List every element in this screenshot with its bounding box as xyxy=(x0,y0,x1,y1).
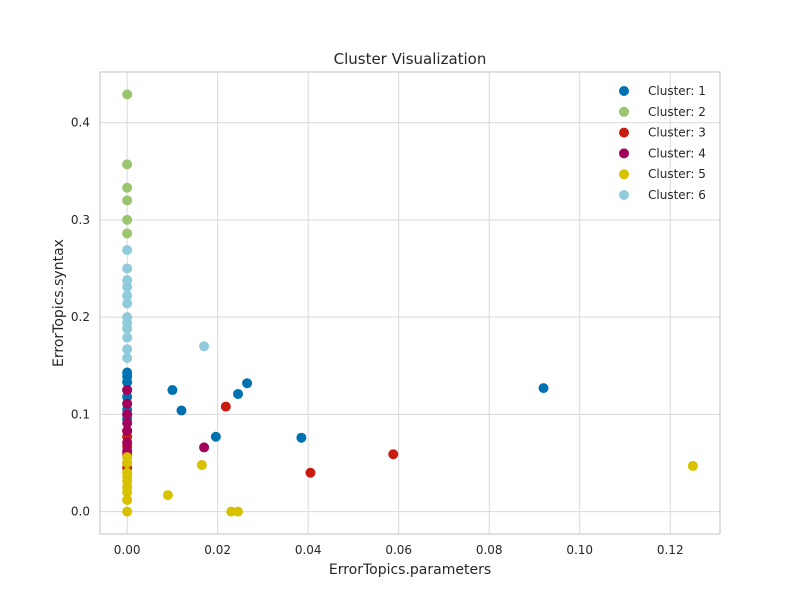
y-tick-label: 0.1 xyxy=(71,407,90,421)
data-point xyxy=(122,290,133,301)
data-point xyxy=(233,388,244,399)
data-point xyxy=(122,214,133,225)
data-point xyxy=(162,490,173,501)
data-point xyxy=(220,401,231,412)
data-point xyxy=(210,431,221,442)
legend-marker xyxy=(619,148,629,159)
data-point xyxy=(196,459,207,470)
data-point xyxy=(122,385,133,396)
legend-label: Cluster: 2 xyxy=(648,105,706,119)
data-point xyxy=(176,405,187,416)
data-point xyxy=(122,494,133,505)
legend-item: Cluster: 3 xyxy=(619,126,706,140)
data-point xyxy=(538,383,549,394)
data-point xyxy=(122,418,133,429)
legend-item: Cluster: 6 xyxy=(619,188,706,202)
data-point xyxy=(122,281,133,292)
y-axis-label: ErrorTopics.syntax xyxy=(51,239,67,367)
x-tick-label: 0.02 xyxy=(204,543,231,557)
y-tick-label: 0.2 xyxy=(71,310,90,324)
legend-label: Cluster: 1 xyxy=(648,84,706,98)
plot-background xyxy=(100,72,720,534)
data-point xyxy=(122,377,133,388)
data-point xyxy=(122,437,133,448)
legend-marker xyxy=(619,169,629,180)
x-tick-label: 0.10 xyxy=(566,543,593,557)
x-axis-label: ErrorTopics.parameters xyxy=(329,562,491,578)
legend-marker xyxy=(619,86,629,96)
y-tick-label: 0.4 xyxy=(71,116,90,130)
legend-item: Cluster: 1 xyxy=(619,84,706,98)
data-point xyxy=(199,341,210,352)
y-axis-ticks: 0.0 0.1 0.2 0.3 0.4 xyxy=(71,116,90,519)
series-cluster-5 xyxy=(122,452,698,517)
series-cluster-4 xyxy=(122,385,210,457)
plot-frame xyxy=(99,71,721,535)
legend-item: Cluster: 5 xyxy=(619,167,706,181)
data-point xyxy=(296,432,307,443)
y-tick-label: 0.0 xyxy=(71,505,90,519)
data-point xyxy=(122,344,133,355)
y-tick-label: 0.3 xyxy=(71,213,90,227)
data-points xyxy=(122,89,698,517)
data-point xyxy=(233,506,244,517)
series-cluster-2 xyxy=(122,89,133,239)
data-point xyxy=(122,323,133,334)
data-point xyxy=(122,298,133,309)
legend-item: Cluster: 2 xyxy=(619,105,706,119)
data-point xyxy=(122,425,133,436)
data-point xyxy=(122,228,133,239)
legend-marker xyxy=(619,106,629,117)
data-point xyxy=(122,352,133,363)
data-point xyxy=(167,385,178,396)
legend-item: Cluster: 4 xyxy=(619,146,706,160)
x-tick-label: 0.00 xyxy=(114,543,141,557)
grid-lines xyxy=(100,72,720,534)
series-cluster-6 xyxy=(122,244,210,363)
legend: Cluster: 1 Cluster: 2 Cluster: 3 Cluster: 4… xyxy=(619,84,706,202)
legend-marker xyxy=(619,127,629,138)
legend-label: Cluster: 3 xyxy=(648,126,706,140)
data-point xyxy=(122,398,133,409)
x-axis-ticks: 0.00 0.02 0.04 0.06 0.08 0.10 0.12 xyxy=(114,543,684,557)
legend-marker xyxy=(619,190,629,200)
data-point xyxy=(388,449,399,460)
data-point xyxy=(122,244,133,255)
data-point xyxy=(122,159,133,170)
legend-label: Cluster: 5 xyxy=(648,167,706,181)
data-point xyxy=(122,195,133,206)
data-point xyxy=(122,487,133,498)
data-point xyxy=(687,460,698,471)
legend-label: Cluster: 6 xyxy=(648,188,706,202)
data-point xyxy=(122,409,133,420)
data-point xyxy=(122,457,133,468)
x-tick-label: 0.08 xyxy=(476,543,503,557)
data-point xyxy=(305,467,316,478)
legend-label: Cluster: 4 xyxy=(648,146,706,160)
x-tick-label: 0.06 xyxy=(385,543,412,557)
x-tick-label: 0.12 xyxy=(657,543,684,557)
data-point xyxy=(122,89,133,100)
data-point xyxy=(122,182,133,193)
data-point xyxy=(122,506,133,517)
data-point xyxy=(242,378,253,389)
x-tick-label: 0.04 xyxy=(295,543,322,557)
data-point xyxy=(199,442,210,453)
data-point xyxy=(122,263,133,274)
chart-title: Cluster Visualization xyxy=(334,50,487,68)
data-point xyxy=(122,332,133,343)
